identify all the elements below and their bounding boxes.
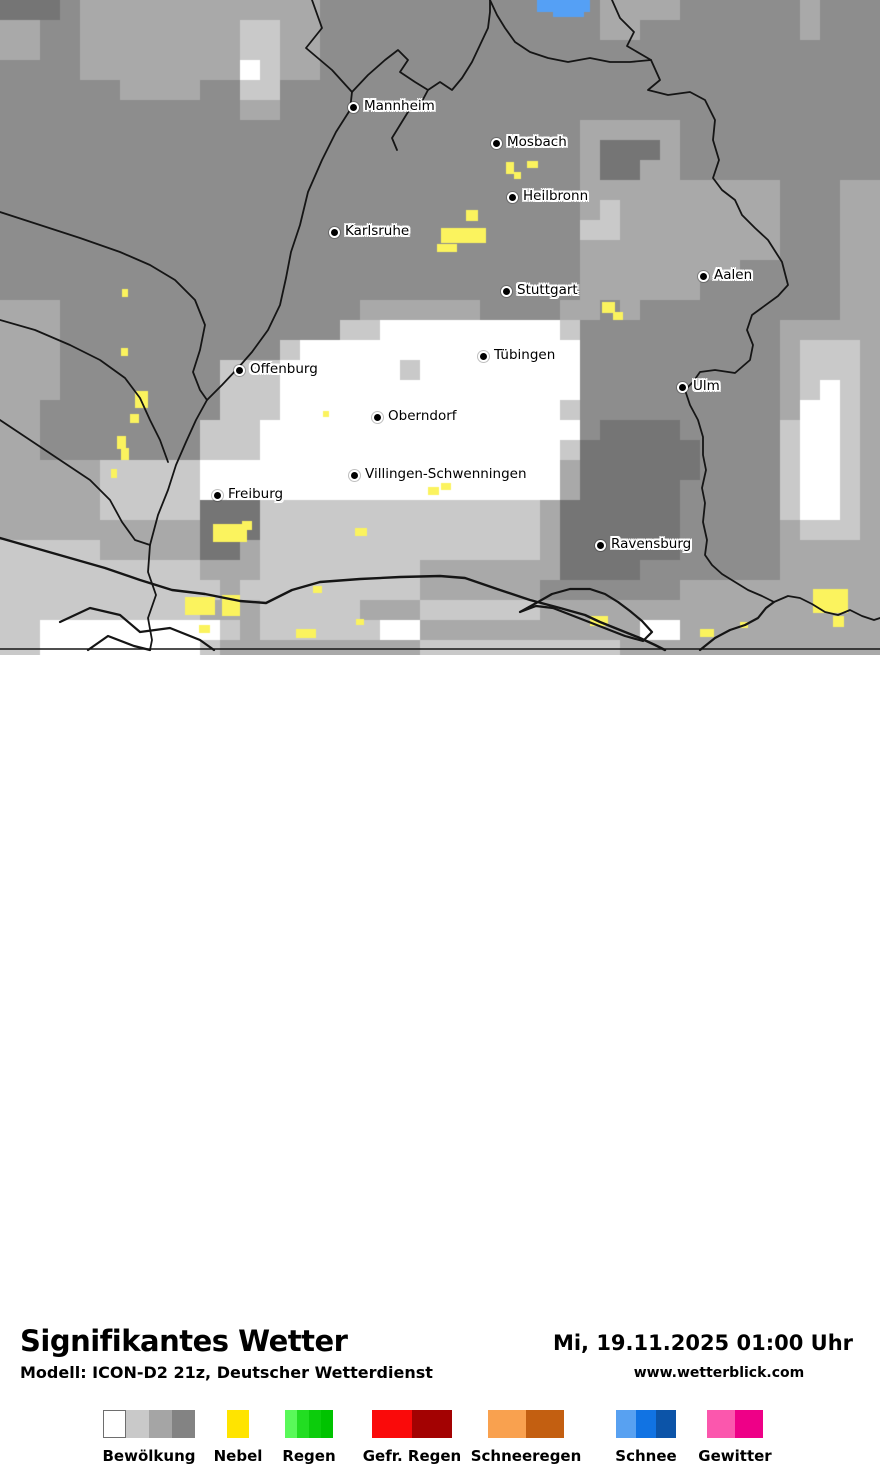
city-dot-icon (699, 272, 707, 280)
legend-swatch-group (616, 1410, 676, 1438)
legend-color-cell (636, 1410, 656, 1438)
datetime-label: Mi, 19.11.2025 01:00 Uhr (552, 1331, 853, 1355)
legend-color-cell (126, 1410, 149, 1438)
city-label: Offenburg (250, 361, 318, 377)
city-dot-icon (678, 383, 686, 391)
city-dot-icon (492, 139, 500, 147)
city-dot-icon (350, 471, 358, 479)
legend-label: Gewitter (698, 1447, 772, 1465)
city-dot-icon (508, 193, 516, 201)
legend-swatch-group (103, 1410, 195, 1438)
legend-color-cell (103, 1410, 126, 1438)
legend-swatch-group (707, 1410, 763, 1438)
legend-swatch-group (372, 1410, 452, 1438)
legend-color-cell (412, 1410, 452, 1438)
city-dot-icon (235, 366, 243, 374)
city-dot-icon (330, 228, 338, 236)
model-label: Modell: ICON-D2 21z, Deutscher Wetterdie… (20, 1363, 433, 1382)
city-dot-icon (596, 541, 604, 549)
legend-color-cell (149, 1410, 172, 1438)
city-label: Freiburg (228, 486, 284, 502)
legend-swatch-group (227, 1410, 249, 1438)
city-label: Karlsruhe (345, 223, 410, 239)
legend-color-cell (735, 1410, 763, 1438)
city-label: Heilbronn (523, 188, 589, 204)
city-label: Stuttgart (517, 282, 578, 298)
legend-color-cell (707, 1410, 735, 1438)
legend-color-cell (372, 1410, 412, 1438)
city-label: Ravensburg (611, 536, 692, 552)
legend-swatch-group (488, 1410, 564, 1438)
city-dot-icon (213, 491, 221, 499)
city-label: Ulm (693, 378, 720, 394)
legend-color-cell (321, 1410, 333, 1438)
website-link: www.wetterblick.com (633, 1365, 805, 1381)
legend-color-cell (227, 1410, 249, 1438)
legend-swatch-group (285, 1410, 333, 1438)
cloud-cover-canvas (0, 0, 880, 655)
city-label: Oberndorf (388, 408, 457, 424)
city-dot-icon (502, 287, 510, 295)
city-dot-icon (479, 352, 487, 360)
legend-color-cell (656, 1410, 676, 1438)
city-label: Tübingen (494, 347, 556, 363)
legend-color-cell (616, 1410, 636, 1438)
city-label: Mosbach (507, 134, 567, 150)
page-title: Signifikantes Wetter (20, 1324, 348, 1358)
footer: Signifikantes Wetter Mi, 19.11.2025 01:0… (0, 655, 880, 1465)
legend-color-cell (172, 1410, 195, 1438)
legend-color-cell (297, 1410, 309, 1438)
city-label: Villingen-Schwenningen (365, 466, 527, 482)
city-label: Aalen (714, 267, 753, 283)
weather-map: Mannheim Mosbach Heilbronn Karlsruhe Stuttga… (0, 0, 880, 655)
legend-color-cell (526, 1410, 564, 1438)
city-dot-icon (349, 103, 357, 111)
city-label: Mannheim (364, 98, 435, 114)
legend-color-cell (309, 1410, 321, 1438)
legend-color-cell (488, 1410, 526, 1438)
legend-color-cell (285, 1410, 297, 1438)
city-dot-icon (373, 413, 381, 421)
